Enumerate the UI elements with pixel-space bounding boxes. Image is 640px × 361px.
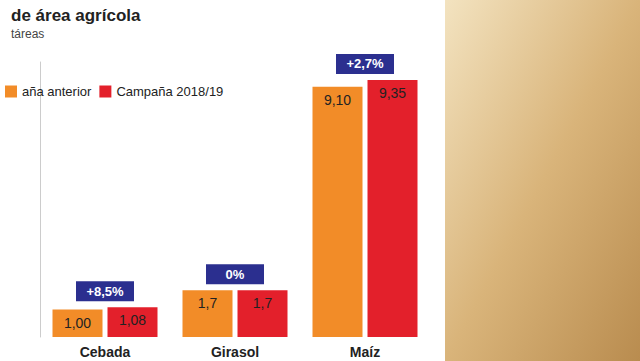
svg-text:Campaña 2018/19: Campaña 2018/19 <box>116 84 223 99</box>
svg-text:+2,7%: +2,7% <box>346 56 384 71</box>
svg-text:1,7: 1,7 <box>253 295 273 311</box>
svg-text:1,00: 1,00 <box>64 315 91 331</box>
svg-text:9,35: 9,35 <box>379 85 406 101</box>
svg-text:1,08: 1,08 <box>119 312 146 328</box>
svg-text:9,10: 9,10 <box>324 92 351 108</box>
svg-text:aña anterior: aña anterior <box>22 84 92 99</box>
svg-text:+8,5%: +8,5% <box>86 284 124 299</box>
svg-text:táreas: táreas <box>11 27 44 41</box>
svg-text:Cebada: Cebada <box>80 344 131 360</box>
svg-text:Girasol: Girasol <box>211 344 259 360</box>
svg-text:Maíz: Maíz <box>350 344 380 360</box>
svg-text:1,7: 1,7 <box>198 295 218 311</box>
svg-text:de área agrícola: de área agrícola <box>11 6 141 25</box>
svg-text:0%: 0% <box>226 267 245 282</box>
